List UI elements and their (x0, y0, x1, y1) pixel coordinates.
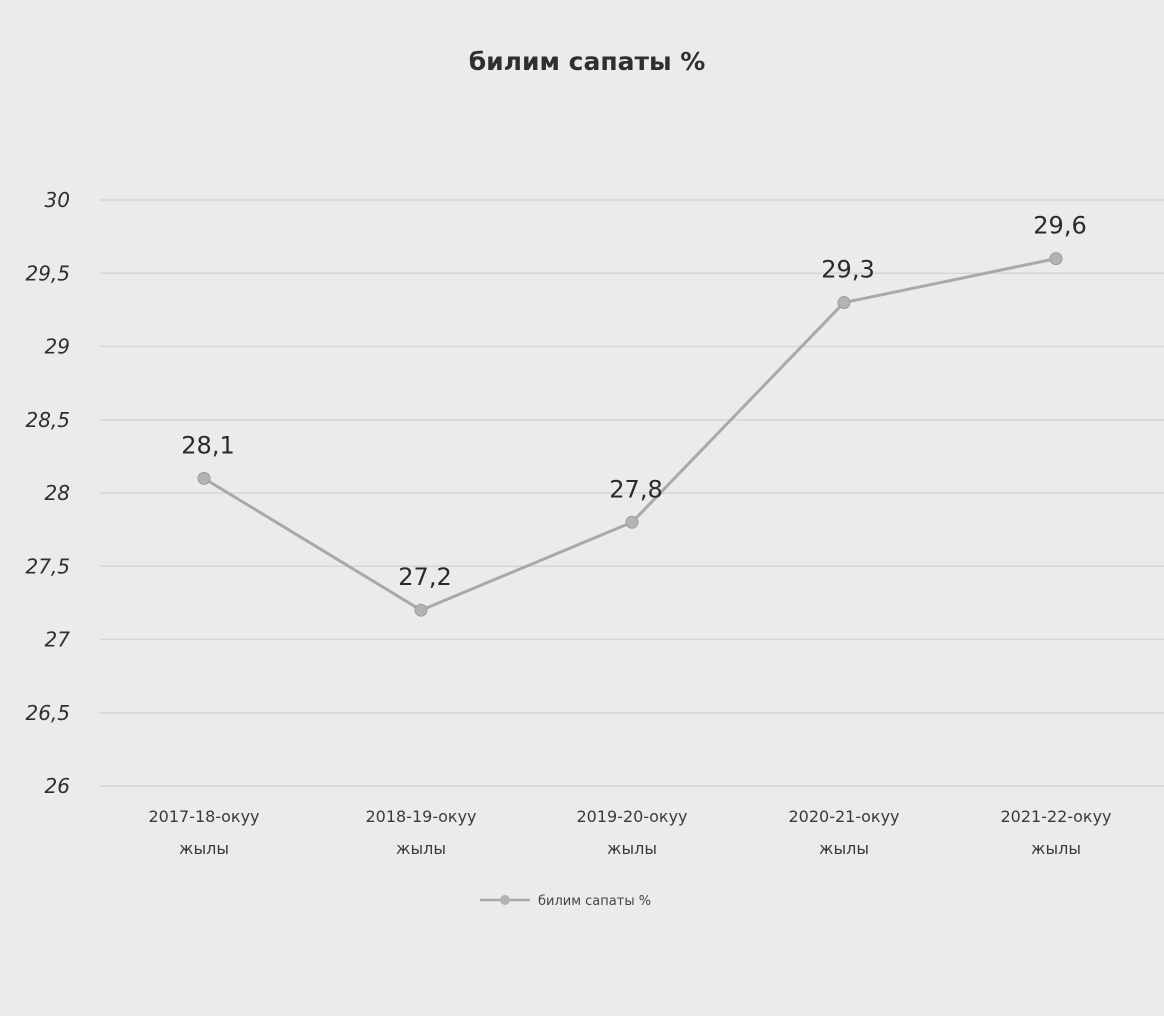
y-tick-label: 29,5 (25, 261, 70, 285)
x-tick-label-line: 2018-19-окуу (365, 807, 476, 826)
data-point (1049, 252, 1063, 266)
data-labels: 28,1 27,2 27,8 29,3 29,6 (181, 212, 1086, 592)
x-tick-label-line: жылы (179, 839, 229, 858)
y-tick-label: 28,5 (25, 408, 70, 432)
y-tick-label: 27 (45, 628, 71, 652)
x-tick-label: 2017-18-окуу жылы (148, 807, 259, 858)
series-layer (197, 252, 1063, 617)
y-tick-label: 30 (45, 188, 70, 212)
x-tick-label-line: жылы (1031, 839, 1081, 858)
x-tick-label: 2020-21-окуу жылы (788, 807, 899, 858)
data-label: 29,6 (1033, 212, 1086, 240)
x-tick-label: 2019-20-окуу жылы (576, 807, 687, 858)
chart-title: билим сапаты % (469, 47, 706, 76)
y-tick-label: 26 (45, 774, 70, 798)
x-tick-label-line: жылы (819, 839, 869, 858)
gridlines (100, 199, 1164, 787)
data-label: 27,8 (609, 475, 662, 503)
y-axis-ticks: 30 29,5 29 28,5 28 27,5 27 26,5 26 (25, 188, 70, 798)
data-point (197, 471, 211, 485)
x-tick-label-line: 2019-20-окуу (576, 807, 687, 826)
series-line (203, 257, 1057, 612)
x-tick-label-line: жылы (607, 839, 657, 858)
legend-point-marker (500, 895, 510, 905)
data-label: 27,2 (398, 563, 451, 591)
x-tick-label-line: 2021-22-окуу (1000, 807, 1111, 826)
x-tick-label-line: 2020-21-окуу (788, 807, 899, 826)
legend: билим сапаты % (480, 894, 651, 909)
data-point (837, 296, 851, 310)
y-tick-label: 26,5 (25, 701, 70, 725)
x-tick-label-line: 2017-18-окуу (148, 807, 259, 826)
x-tick-label-line: жылы (396, 839, 446, 858)
y-tick-label: 28 (45, 481, 70, 505)
x-tick-label: 2018-19-окуу жылы (365, 807, 476, 858)
data-label: 29,3 (821, 256, 874, 284)
data-point (625, 515, 639, 529)
data-label: 28,1 (181, 431, 234, 459)
y-tick-label: 27,5 (25, 554, 70, 578)
data-point (414, 603, 428, 617)
legend-series-label: билим сапаты % (538, 894, 651, 909)
y-tick-label: 29 (45, 335, 70, 359)
x-tick-label: 2021-22-окуу жылы (1000, 807, 1111, 858)
